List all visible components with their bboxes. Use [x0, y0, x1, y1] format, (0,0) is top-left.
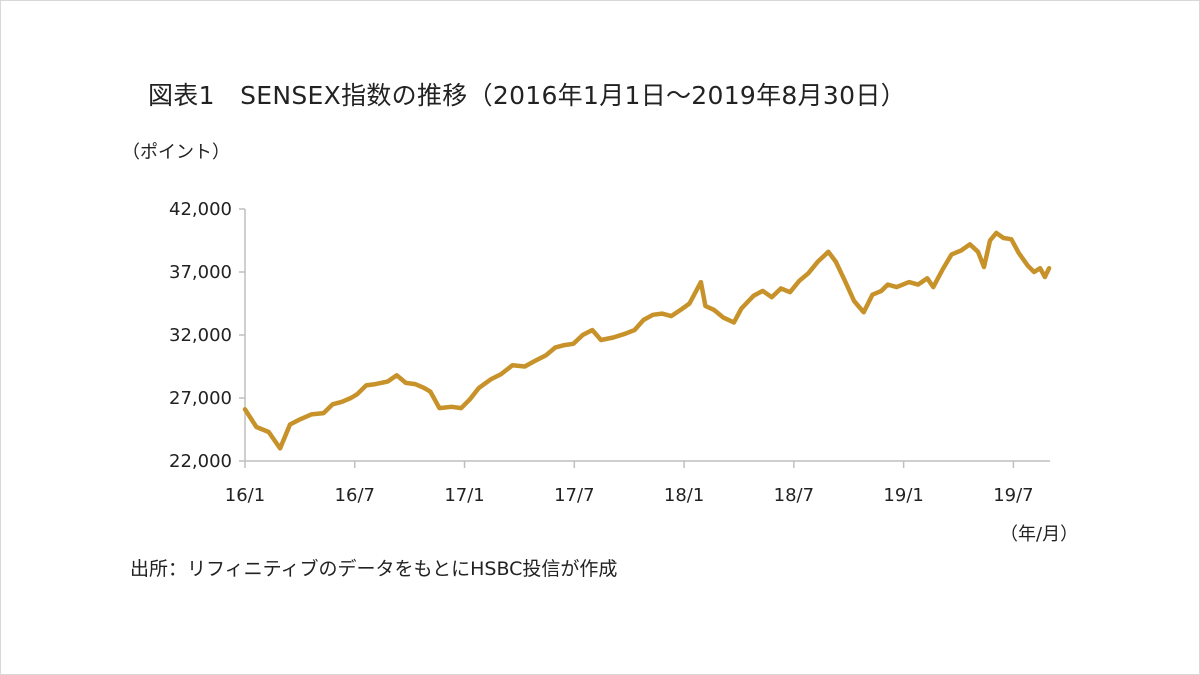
x-tick-label: 19/1 [883, 485, 923, 506]
sensex-series-line [242, 230, 1052, 451]
x-tick-label: 17/7 [554, 485, 594, 506]
y-tick-label: 42,000 [169, 199, 232, 220]
x-tick-label: 16/1 [225, 485, 265, 506]
x-tick-label: 17/1 [444, 485, 484, 506]
y-tick-label: 27,000 [169, 388, 232, 409]
x-tick-label: 19/7 [993, 485, 1033, 506]
x-axis-unit-label: （年/月） [1000, 524, 1079, 545]
source-note: 出所：リフィニティブのデータをもとにHSBC投信が作成 [130, 558, 618, 580]
y-tick-label: 22,000 [169, 451, 232, 472]
x-tick-label: 18/7 [774, 485, 814, 506]
y-tick-label: 37,000 [169, 262, 232, 283]
y-axis-unit-label: （ポイント） [122, 142, 230, 163]
x-tick-label: 18/1 [664, 485, 704, 506]
x-tick-label: 16/7 [335, 485, 375, 506]
chart-title: 図表1 SENSEX指数の推移（2016年1月1日～2019年8月30日） [148, 81, 906, 110]
y-tick-label: 32,000 [169, 325, 232, 346]
